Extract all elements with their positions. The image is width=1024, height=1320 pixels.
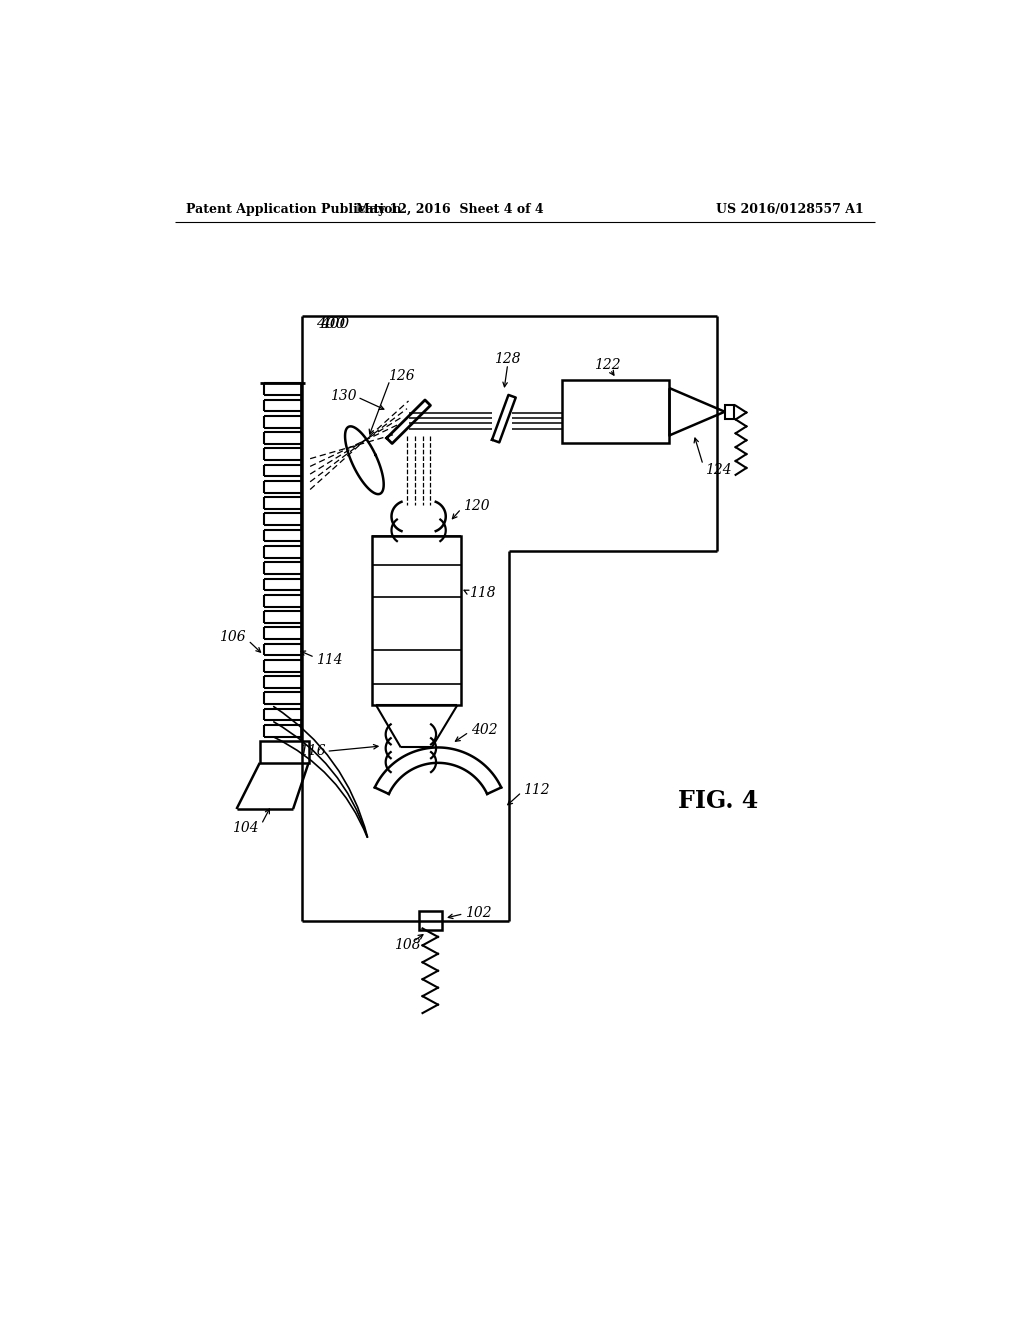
Text: 126: 126	[388, 368, 415, 383]
Text: 130: 130	[330, 388, 356, 403]
Text: 116: 116	[299, 744, 326, 758]
Text: 128: 128	[495, 351, 521, 366]
Text: 108: 108	[393, 939, 420, 952]
Text: FIG. 4: FIG. 4	[679, 789, 759, 813]
Text: 102: 102	[465, 906, 492, 920]
Bar	[725, 405, 734, 418]
Bar	[372, 536, 461, 705]
Text: 112: 112	[523, 783, 550, 797]
Text: 118: 118	[469, 586, 496, 601]
Bar	[419, 911, 442, 929]
Text: 122: 122	[594, 358, 621, 372]
Text: US 2016/0128557 A1: US 2016/0128557 A1	[717, 203, 864, 216]
Text: 400: 400	[316, 317, 345, 331]
Text: 402: 402	[471, 723, 498, 737]
Text: 104: 104	[231, 821, 258, 836]
Text: 114: 114	[316, 653, 343, 668]
Text: May 12, 2016  Sheet 4 of 4: May 12, 2016 Sheet 4 of 4	[355, 203, 544, 216]
Text: 106: 106	[219, 631, 246, 644]
Text: 124: 124	[706, 463, 732, 478]
Text: Patent Application Publication: Patent Application Publication	[186, 203, 401, 216]
Text: 400: 400	[321, 317, 349, 331]
Bar	[562, 380, 669, 444]
Text: 120: 120	[463, 499, 489, 513]
Bar	[260, 742, 308, 763]
